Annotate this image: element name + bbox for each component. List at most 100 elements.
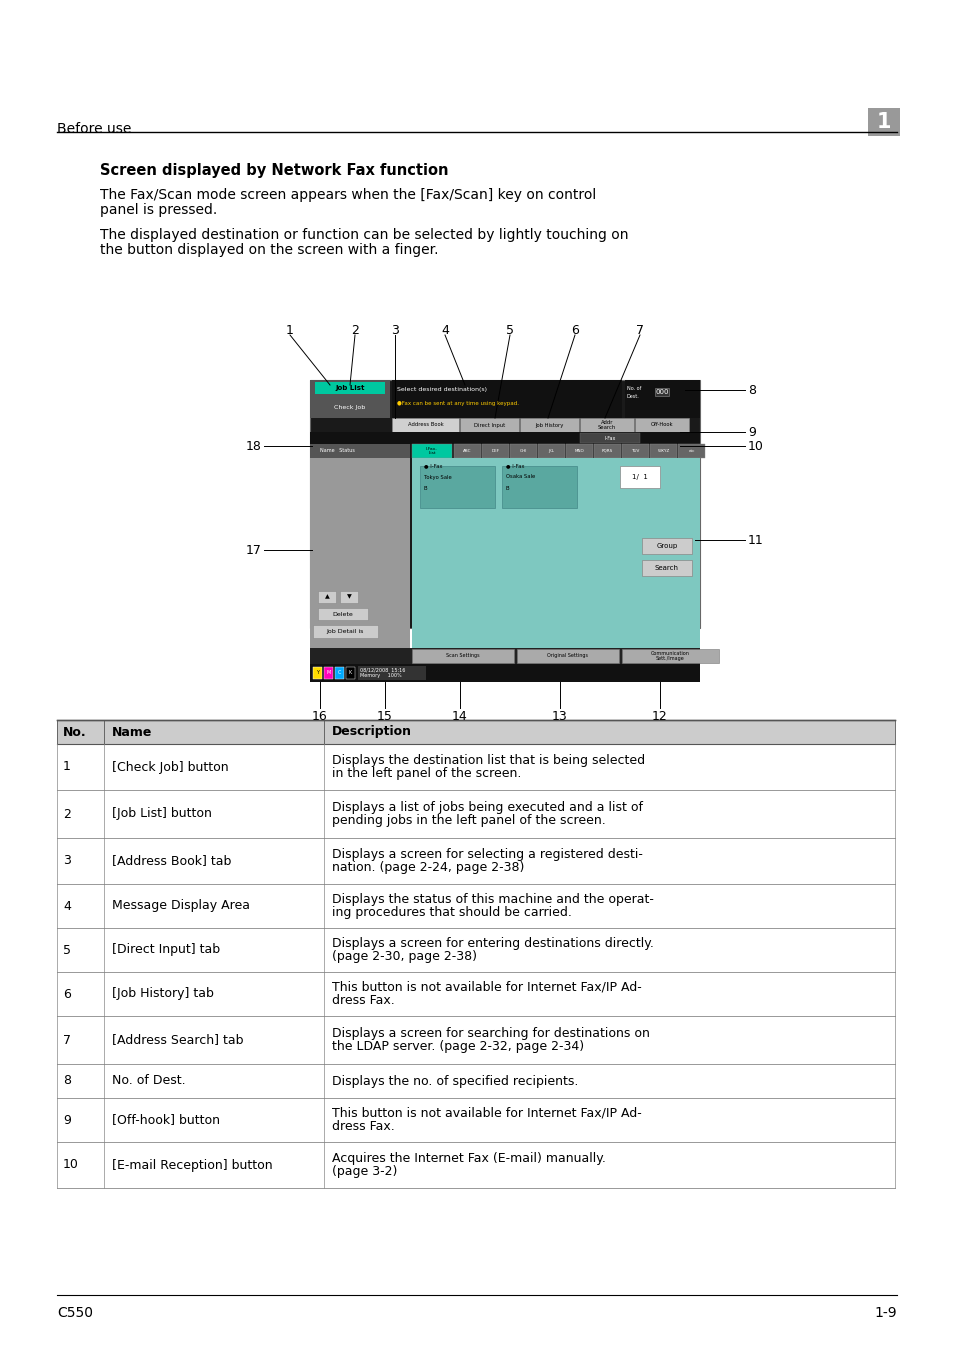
Text: Displays a list of jobs being executed and a list of: Displays a list of jobs being executed a… bbox=[332, 801, 642, 814]
Text: This button is not available for Internet Fax/IP Ad-: This button is not available for Interne… bbox=[332, 980, 641, 994]
Bar bbox=[621, 444, 648, 458]
Bar bbox=[310, 664, 700, 682]
Bar bbox=[579, 433, 639, 443]
Text: No.: No. bbox=[63, 725, 87, 738]
Text: 9: 9 bbox=[63, 1114, 71, 1126]
Text: Displays a screen for entering destinations directly.: Displays a screen for entering destinati… bbox=[332, 937, 653, 950]
Text: 1: 1 bbox=[63, 760, 71, 774]
Bar bbox=[57, 1098, 894, 1142]
Bar bbox=[339, 591, 357, 603]
Text: 1/  1: 1/ 1 bbox=[632, 474, 647, 481]
Text: B: B bbox=[423, 486, 427, 490]
Text: Name: Name bbox=[112, 725, 152, 738]
Bar bbox=[357, 666, 426, 680]
Text: [Job List] button: [Job List] button bbox=[112, 807, 212, 821]
Text: (page 2-30, page 2-38): (page 2-30, page 2-38) bbox=[332, 950, 476, 964]
Bar bbox=[454, 444, 480, 458]
Text: TUV: TUV bbox=[631, 450, 639, 454]
Bar bbox=[310, 458, 410, 589]
Bar bbox=[621, 649, 719, 663]
Text: nation. (page 2-24, page 2-38): nation. (page 2-24, page 2-38) bbox=[332, 861, 524, 875]
Text: 8: 8 bbox=[747, 383, 755, 397]
Text: C: C bbox=[337, 671, 341, 675]
Text: WXYZ: WXYZ bbox=[657, 450, 669, 454]
Bar bbox=[678, 444, 704, 458]
Text: [Address Search] tab: [Address Search] tab bbox=[112, 1034, 243, 1046]
Text: Tokyo Sale: Tokyo Sale bbox=[423, 474, 452, 479]
Bar bbox=[346, 667, 355, 679]
Bar bbox=[310, 432, 700, 444]
Text: 7: 7 bbox=[636, 324, 643, 336]
Bar bbox=[537, 444, 564, 458]
Text: Displays a screen for selecting a registered desti-: Displays a screen for selecting a regist… bbox=[332, 848, 642, 861]
Text: 7: 7 bbox=[63, 1034, 71, 1046]
Text: ● I-Fax: ● I-Fax bbox=[505, 463, 524, 468]
Text: ▼: ▼ bbox=[346, 594, 351, 599]
Text: Displays a screen for searching for destinations on: Displays a screen for searching for dest… bbox=[332, 1027, 649, 1040]
Bar bbox=[313, 667, 322, 679]
Bar bbox=[867, 108, 899, 136]
Bar bbox=[519, 418, 578, 432]
Bar bbox=[57, 1064, 894, 1098]
Text: 5: 5 bbox=[63, 944, 71, 957]
Bar bbox=[324, 667, 333, 679]
Text: No. of: No. of bbox=[626, 386, 640, 391]
Text: Before use: Before use bbox=[57, 122, 132, 136]
Text: Y: Y bbox=[315, 671, 318, 675]
Text: 4: 4 bbox=[63, 899, 71, 913]
Text: panel is pressed.: panel is pressed. bbox=[100, 202, 217, 217]
Text: [E-mail Reception] button: [E-mail Reception] button bbox=[112, 1158, 273, 1172]
Bar bbox=[57, 744, 894, 790]
Bar bbox=[635, 418, 688, 432]
Bar bbox=[510, 444, 537, 458]
Bar bbox=[57, 884, 894, 927]
Text: [Check Job] button: [Check Job] button bbox=[112, 760, 229, 774]
Bar bbox=[412, 444, 452, 458]
Text: Original Settings: Original Settings bbox=[546, 653, 587, 659]
Bar bbox=[310, 379, 700, 628]
Bar bbox=[57, 790, 894, 838]
Text: No. of Dest.: No. of Dest. bbox=[112, 1075, 186, 1088]
Text: Job History: Job History bbox=[535, 423, 563, 428]
Bar bbox=[624, 379, 700, 418]
Bar bbox=[57, 927, 894, 972]
Bar bbox=[335, 667, 344, 679]
Text: Osaka Sale: Osaka Sale bbox=[505, 474, 535, 479]
Bar bbox=[412, 589, 700, 648]
Bar bbox=[317, 591, 335, 603]
Text: K: K bbox=[349, 671, 352, 675]
Text: 5: 5 bbox=[505, 324, 514, 336]
Text: C550: C550 bbox=[57, 1305, 92, 1320]
Bar bbox=[594, 444, 620, 458]
Text: Search: Search bbox=[655, 566, 679, 571]
Text: etc: etc bbox=[688, 450, 694, 454]
Text: 3: 3 bbox=[391, 324, 398, 336]
Text: 000: 000 bbox=[655, 389, 668, 396]
Text: 8: 8 bbox=[63, 1075, 71, 1088]
Bar bbox=[641, 560, 691, 576]
Text: 1-9: 1-9 bbox=[874, 1305, 896, 1320]
Bar bbox=[501, 466, 577, 508]
Text: B: B bbox=[505, 486, 509, 490]
Text: [Job History] tab: [Job History] tab bbox=[112, 987, 213, 1000]
Text: ● I-Fax: ● I-Fax bbox=[423, 463, 442, 468]
Bar bbox=[310, 648, 700, 664]
Bar bbox=[459, 418, 518, 432]
Text: 12: 12 bbox=[652, 710, 667, 724]
Text: [Off-hook] button: [Off-hook] button bbox=[112, 1114, 220, 1126]
Bar bbox=[412, 458, 700, 589]
Text: PQRS: PQRS bbox=[601, 450, 613, 454]
Text: I-Fax: I-Fax bbox=[603, 436, 615, 440]
Text: Check Job: Check Job bbox=[334, 405, 365, 410]
Text: Scan Settings: Scan Settings bbox=[445, 653, 478, 659]
Text: 1: 1 bbox=[286, 324, 294, 336]
Text: Screen displayed by Network Fax function: Screen displayed by Network Fax function bbox=[100, 163, 448, 178]
Text: Memory     100%: Memory 100% bbox=[359, 674, 401, 679]
Text: Delete: Delete bbox=[333, 612, 353, 617]
Text: Off-Hook: Off-Hook bbox=[650, 423, 673, 428]
Text: pending jobs in the left panel of the screen.: pending jobs in the left panel of the sc… bbox=[332, 814, 605, 828]
Text: DEF: DEF bbox=[491, 450, 499, 454]
Text: (page 3-2): (page 3-2) bbox=[332, 1165, 397, 1179]
Text: 18: 18 bbox=[246, 440, 262, 452]
Text: 16: 16 bbox=[312, 710, 328, 724]
